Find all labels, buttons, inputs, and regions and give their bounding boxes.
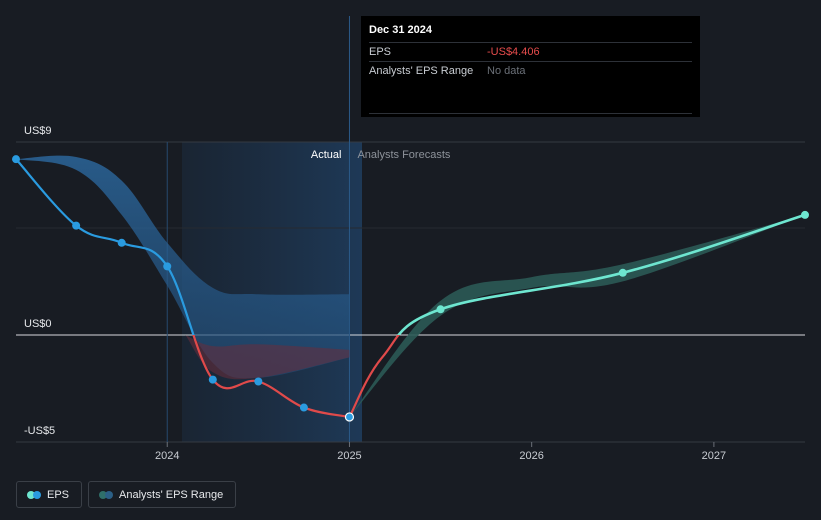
forecast-label: Analysts Forecasts [357,149,450,161]
eps-point [72,221,81,230]
tooltip-eps-label: EPS [369,46,392,58]
legend-eps-label: EPS [47,488,70,501]
eps-chart: 2024 2025 2026 2027 US$9 US$0 -US$5 Actual Analy… [12,16,809,462]
tooltip-eps-value: -US$4.406 [487,46,540,58]
eps-point [208,375,217,384]
x-tick-label: 2025 [337,450,361,462]
eps-point [163,262,172,271]
range-bands [16,155,805,417]
legend: EPS Analysts' EPS Range [16,481,237,508]
eps-legend-icon [27,490,41,499]
eps-actual-line-negative [192,335,350,419]
legend-range-button[interactable]: Analysts' EPS Range [88,481,237,508]
tooltip-date: Dec 31 2024 [369,24,432,36]
eps-point [117,238,126,247]
x-tick-label: 2027 [702,450,726,462]
eps-forecast-line-negative [348,335,401,418]
axis-labels: 2024 2025 2026 2027 US$9 US$0 -US$5 Actual Analy… [24,125,726,462]
x-tick-label: 2026 [519,450,543,462]
tooltip: Dec 31 2024 EPS -US$4.406 Analysts' EPS … [361,16,700,117]
tooltip-range-value: No data [487,65,526,77]
eps-forecast-point [618,268,627,277]
y-tick-label: US$9 [24,125,52,137]
y-tick-label: -US$5 [24,425,55,437]
eps-points [12,155,809,422]
x-tick-label: 2024 [155,450,179,462]
tooltip-range-row: Analysts' EPS Range No data [369,61,692,114]
eps-point [12,155,20,164]
legend-eps-button[interactable]: EPS [16,481,83,508]
eps-point [299,403,308,412]
tooltip-eps-row: EPS -US$4.406 [369,42,692,61]
eps-point-selected [344,412,355,422]
actual-label: Actual [311,149,342,161]
eps-forecast-line-positive [396,213,806,335]
legend-range-label: Analysts' EPS Range [119,488,224,501]
y-tick-label: US$0 [24,318,52,330]
eps-point [254,377,263,386]
eps-forecast-point [436,305,445,314]
forecast-range-band [349,214,805,417]
past-range-band [16,155,350,379]
past-range-negative [185,335,350,380]
tooltip-range-label: Analysts' EPS Range [369,65,474,77]
range-legend-icon [99,490,114,499]
eps-forecast-point [801,210,809,219]
